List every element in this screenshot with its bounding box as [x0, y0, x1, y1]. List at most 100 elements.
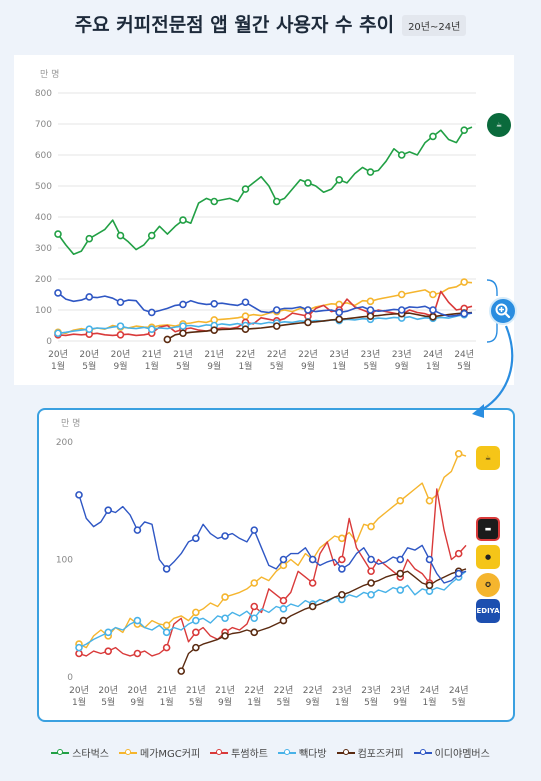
x-tick-label: 9월 [207, 360, 221, 372]
x-tick-label: 20년 [98, 685, 118, 696]
x-tick-label: 5월 [270, 360, 284, 372]
data-point [104, 647, 113, 655]
data-point [308, 579, 317, 587]
legend-swatch [277, 748, 296, 755]
x-tick-label: 1월 [247, 696, 261, 708]
legend-swatch [210, 748, 229, 755]
zoom-icon[interactable] [489, 297, 517, 325]
x-tick-label: 1월 [51, 360, 65, 372]
x-tick-label: 1월 [72, 696, 86, 708]
data-point [396, 496, 405, 505]
data-point [396, 586, 405, 594]
data-point [454, 569, 463, 578]
data-point [338, 555, 346, 564]
x-tick-label: 20년 [69, 685, 89, 696]
x-tick-label: 24년 [420, 685, 440, 696]
zoom-bracket [486, 279, 498, 343]
x-tick-label: 5월 [82, 360, 96, 372]
x-tick-label: 23년 [392, 349, 412, 360]
legend-swatch [336, 748, 355, 755]
series-line [78, 570, 467, 649]
period-badge: 20년~24년 [402, 15, 467, 36]
data-point [133, 649, 142, 658]
data-point [75, 491, 83, 499]
x-tick-label: 20년 [79, 349, 99, 360]
data-point [367, 590, 375, 599]
legend-swatch [51, 748, 70, 755]
y-tick-label: 500 [35, 182, 52, 192]
data-point [210, 197, 219, 206]
zoom-arrowhead [472, 404, 484, 418]
y-tick-label: 400 [35, 213, 52, 223]
data-point [177, 667, 186, 675]
data-point [241, 325, 250, 334]
data-point [210, 299, 219, 308]
data-point [116, 322, 125, 330]
x-tick-label: 1월 [426, 360, 440, 372]
data-point [179, 322, 187, 330]
x-tick-label: 23년 [329, 349, 349, 360]
x-tick-label: 21년 [204, 349, 224, 360]
title-text: 주요 커피전문점 앱 월간 사용자 수 추이 [74, 14, 395, 36]
data-point [54, 230, 62, 238]
x-tick-label: 9월 [395, 360, 409, 372]
data-point [429, 290, 437, 299]
data-point [308, 602, 317, 611]
y-tick-label: 300 [35, 244, 52, 254]
data-point [338, 565, 346, 573]
legend-item: 메가MGC커피 [119, 745, 200, 760]
data-point [367, 579, 375, 587]
data-point [162, 628, 171, 637]
unit-label: 만 명 [40, 69, 59, 80]
x-tick-label: 24년 [449, 685, 469, 696]
data-point [367, 522, 375, 531]
data-point [272, 322, 281, 330]
data-point [396, 555, 405, 564]
x-tick-label: 22년 [267, 349, 287, 360]
data-point [192, 616, 200, 625]
data-point [241, 312, 250, 321]
data-point [338, 590, 346, 599]
x-tick-label: 5월 [176, 360, 190, 372]
data-point [85, 293, 94, 301]
data-point [241, 298, 250, 307]
legend-item: 빽다방 [277, 745, 327, 760]
data-point [250, 602, 259, 611]
page-title: 주요 커피전문점 앱 월간 사용자 수 추이 20년~24년 [0, 10, 541, 37]
data-point [279, 616, 288, 625]
data-point [425, 581, 434, 590]
data-point [221, 632, 229, 640]
data-point [147, 308, 156, 317]
data-point [397, 290, 406, 299]
x-tick-label: 22년 [303, 685, 323, 696]
data-point [425, 555, 434, 564]
data-point [192, 608, 200, 617]
twosome-logo-icon: ▬ [476, 517, 500, 541]
data-point [429, 306, 437, 314]
data-point [85, 325, 94, 334]
legend-item: 투썸하트 [210, 745, 268, 760]
data-point [75, 643, 83, 652]
data-point [104, 628, 113, 637]
data-point [272, 197, 281, 206]
data-point [133, 526, 142, 534]
x-tick-label: 20년 [111, 349, 131, 360]
data-point [250, 614, 259, 623]
legend-label: 메가MGC커피 [140, 749, 201, 760]
legend-item: 이디야멤버스 [413, 745, 490, 760]
data-point [429, 132, 437, 141]
data-point [116, 298, 125, 307]
x-tick-label: 23년 [390, 685, 410, 696]
data-point [162, 621, 171, 630]
x-tick-label: 21년 [186, 685, 206, 696]
data-point [221, 593, 229, 601]
x-tick-label: 23년 [332, 685, 352, 696]
x-tick-label: 23년 [361, 349, 381, 360]
y-tick-label: 0 [67, 673, 73, 683]
data-point [192, 628, 200, 637]
data-point [147, 231, 156, 240]
data-point [454, 449, 463, 458]
data-point [162, 643, 171, 652]
unit-label: 만 명 [61, 418, 80, 429]
